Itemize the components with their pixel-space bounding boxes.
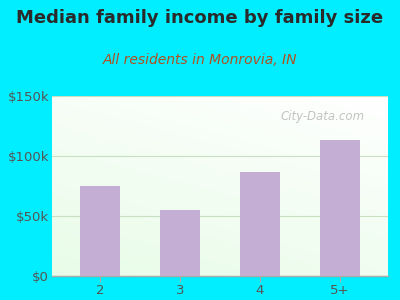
Bar [320,140,360,276]
Bar [160,210,200,276]
Text: City-Data.com: City-Data.com [280,110,365,123]
Text: Median family income by family size: Median family income by family size [16,9,384,27]
Text: All residents in Monrovia, IN: All residents in Monrovia, IN [103,52,297,67]
Bar [240,172,280,276]
Bar [80,186,120,276]
